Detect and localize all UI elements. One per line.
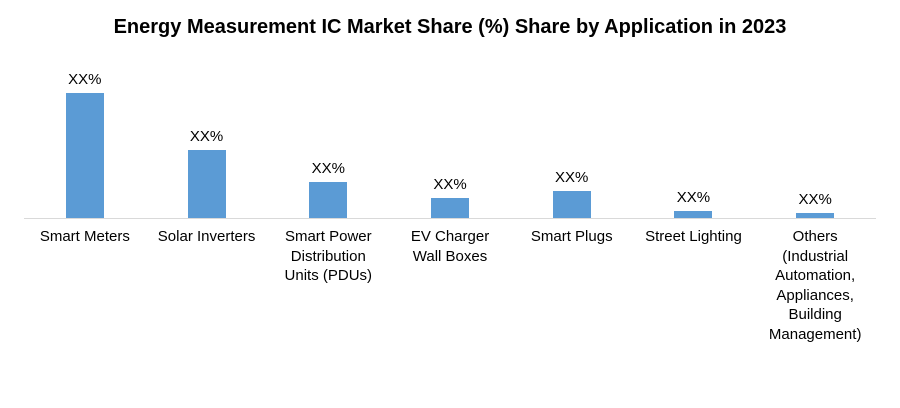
plot-area: XX% XX% XX% XX% XX% XX% XX%	[24, 56, 876, 220]
bar-column: XX%	[146, 128, 268, 219]
category-label: Smart Power Distribution Units (PDUs)	[284, 228, 373, 285]
category-label: Others (Industrial Automation, Appliance…	[768, 228, 862, 343]
category-labels: Smart Meters Solar Inverters Smart Power D…	[24, 219, 876, 344]
bar-column: XX%	[267, 160, 389, 219]
bar-value-label: XX%	[798, 191, 832, 209]
category-label: Solar Inverters	[157, 228, 256, 246]
category-label: Smart Plugs	[530, 228, 613, 246]
bar	[431, 198, 470, 219]
chart-title: Energy Measurement IC Market Share (%) S…	[113, 16, 787, 38]
bar-value-label: XX%	[189, 128, 224, 146]
bar	[552, 191, 591, 219]
bar-value-label: XX%	[68, 71, 102, 89]
category-label: EV Charger Wall Boxes	[410, 228, 490, 265]
bar-column: XX%	[754, 191, 876, 219]
bar-value-label: XX%	[433, 176, 467, 194]
bar-value-label: XX%	[555, 169, 589, 187]
category-label: Street Lighting	[645, 228, 742, 246]
bar-column: XX%	[511, 169, 633, 219]
bar-column: XX%	[633, 189, 755, 219]
bar-column: XX%	[389, 176, 511, 219]
bar-value-label: XX%	[676, 189, 711, 207]
category-label: Smart Meters	[39, 228, 130, 246]
bar	[674, 211, 713, 219]
bar	[187, 150, 226, 219]
bar	[65, 93, 104, 219]
bar	[796, 213, 835, 219]
bar-column: XX%	[24, 71, 146, 219]
bar-value-label: XX%	[311, 160, 345, 178]
bar	[309, 182, 348, 219]
